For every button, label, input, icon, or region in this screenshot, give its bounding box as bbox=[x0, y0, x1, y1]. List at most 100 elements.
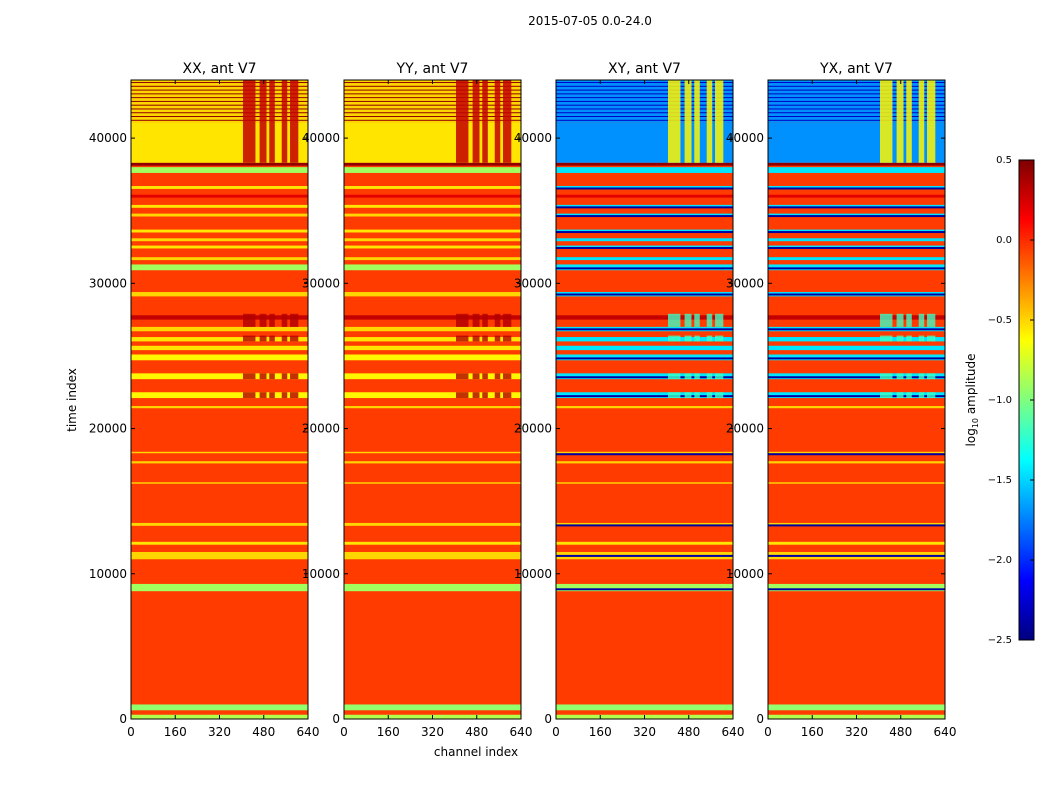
rfi-column bbox=[896, 80, 904, 163]
heatmap-band bbox=[556, 704, 733, 711]
heatmap-stripe bbox=[556, 524, 733, 527]
rfi-patch bbox=[706, 392, 713, 399]
rfi-patch bbox=[494, 392, 501, 399]
rfi-column bbox=[482, 80, 488, 163]
heatmap-band bbox=[131, 167, 308, 173]
heatmap-band bbox=[131, 551, 308, 560]
x-tick-label: 160 bbox=[801, 725, 824, 739]
y-tick-label: 20000 bbox=[302, 422, 340, 436]
heatmap-band bbox=[768, 482, 945, 484]
heatmap-background bbox=[344, 80, 521, 719]
rfi-patch bbox=[243, 373, 256, 380]
rfi-patch bbox=[503, 313, 512, 327]
rfi-patch bbox=[715, 373, 724, 380]
heatmap-stripe bbox=[131, 89, 308, 91]
heatmap-band bbox=[556, 337, 733, 342]
heatmap-band bbox=[131, 315, 308, 320]
heatmap-band bbox=[131, 406, 308, 409]
rfi-patch bbox=[715, 392, 724, 399]
rfi-column bbox=[715, 80, 724, 163]
y-axis-label: time index bbox=[65, 368, 79, 432]
y-tick-label: 40000 bbox=[89, 131, 127, 145]
heatmap-band bbox=[131, 373, 308, 380]
heatmap-band bbox=[131, 354, 308, 361]
heatmap-band bbox=[768, 337, 945, 342]
heatmap-band bbox=[344, 213, 521, 217]
heatmap-stripe bbox=[556, 108, 733, 110]
heatmap-band bbox=[344, 710, 521, 715]
rfi-patch bbox=[906, 313, 912, 327]
rfi-column bbox=[668, 80, 681, 163]
figure-suptitle: 2015-07-05 0.0-24.0 bbox=[528, 14, 652, 28]
heatmap-stripe bbox=[131, 100, 308, 102]
heatmap-band bbox=[131, 194, 308, 198]
colorbar-ticks: 0.5 0.0 −0.5 −1.0 −1.5 −2.0 −2.5 bbox=[988, 155, 1034, 646]
heatmap-stripe bbox=[768, 119, 945, 121]
heatmap-stripe bbox=[556, 293, 733, 296]
rfi-patch bbox=[684, 373, 692, 380]
panel-2: YY, ant V7 0 160 320 480 640 0 10000 20000 30000 4… bbox=[302, 61, 533, 739]
heatmap-band bbox=[344, 337, 521, 342]
rfi-patch bbox=[243, 392, 256, 399]
heatmap-band bbox=[768, 315, 945, 320]
heatmap-stripe bbox=[344, 97, 521, 99]
heatmap-band bbox=[344, 326, 521, 332]
heatmap-stripe bbox=[556, 97, 733, 99]
heatmap-band bbox=[768, 238, 945, 242]
panel-1: XX, ant V7 0 160 320 480 640 0 10000 20000 30000 4… bbox=[89, 61, 320, 739]
heatmap-band bbox=[344, 186, 521, 189]
rfi-patch bbox=[482, 392, 488, 399]
rfi-patch bbox=[684, 392, 692, 399]
heatmap-band bbox=[768, 451, 945, 454]
x-tick-label: 320 bbox=[633, 725, 656, 739]
rfi-patch bbox=[668, 392, 681, 399]
y-tick-label: 30000 bbox=[514, 276, 552, 290]
rfi-patch bbox=[456, 335, 469, 342]
rfi-patch bbox=[482, 313, 488, 327]
rfi-column bbox=[918, 80, 925, 163]
x-axis-label: channel index bbox=[434, 745, 518, 759]
x-tick-label: 320 bbox=[421, 725, 444, 739]
rfi-column bbox=[269, 80, 275, 163]
heatmap-stripe bbox=[344, 116, 521, 118]
heatmap-stripe bbox=[556, 267, 733, 270]
heatmap-stripe bbox=[344, 112, 521, 114]
rfi-patch bbox=[706, 335, 713, 342]
rfi-column bbox=[243, 80, 256, 163]
rfi-patch bbox=[927, 373, 936, 380]
heatmap-band bbox=[131, 704, 308, 711]
heatmap-band bbox=[131, 257, 308, 261]
x-tick-label: 480 bbox=[677, 725, 700, 739]
rfi-patch bbox=[880, 313, 893, 327]
heatmap-stripe bbox=[344, 100, 521, 102]
panel-3: XY, ant V7 0 160 320 480 640 0 10000 20000 30000 4… bbox=[514, 61, 745, 739]
x-tick-label: 160 bbox=[164, 725, 187, 739]
y-tick-label: 30000 bbox=[302, 276, 340, 290]
heatmap-stripe bbox=[556, 116, 733, 118]
x-tick-label: 0 bbox=[127, 725, 135, 739]
y-tick-label: 30000 bbox=[89, 276, 127, 290]
heatmap-band bbox=[344, 451, 521, 454]
heatmap-stripe bbox=[556, 554, 733, 557]
heatmap-stripe bbox=[768, 97, 945, 99]
heatmap-band bbox=[344, 541, 521, 545]
heatmap-stripe bbox=[131, 108, 308, 110]
heatmap-band bbox=[344, 167, 521, 173]
y-tick-label: 20000 bbox=[89, 422, 127, 436]
rfi-patch bbox=[281, 313, 288, 327]
y-tick-label: 10000 bbox=[89, 567, 127, 581]
rfi-column bbox=[927, 80, 936, 163]
rfi-patch bbox=[269, 392, 275, 399]
heatmap-band bbox=[768, 406, 945, 409]
heatmap-band bbox=[131, 583, 308, 592]
rfi-column bbox=[906, 80, 912, 163]
rfi-patch bbox=[494, 373, 501, 380]
rfi-patch bbox=[259, 313, 267, 327]
heatmap-band bbox=[556, 257, 733, 261]
rfi-patch bbox=[472, 392, 480, 399]
heatmap-band bbox=[768, 710, 945, 715]
rfi-column bbox=[259, 80, 267, 163]
heatmap-band bbox=[131, 264, 308, 271]
rfi-patch bbox=[482, 373, 488, 380]
heatmap-band bbox=[556, 167, 733, 173]
